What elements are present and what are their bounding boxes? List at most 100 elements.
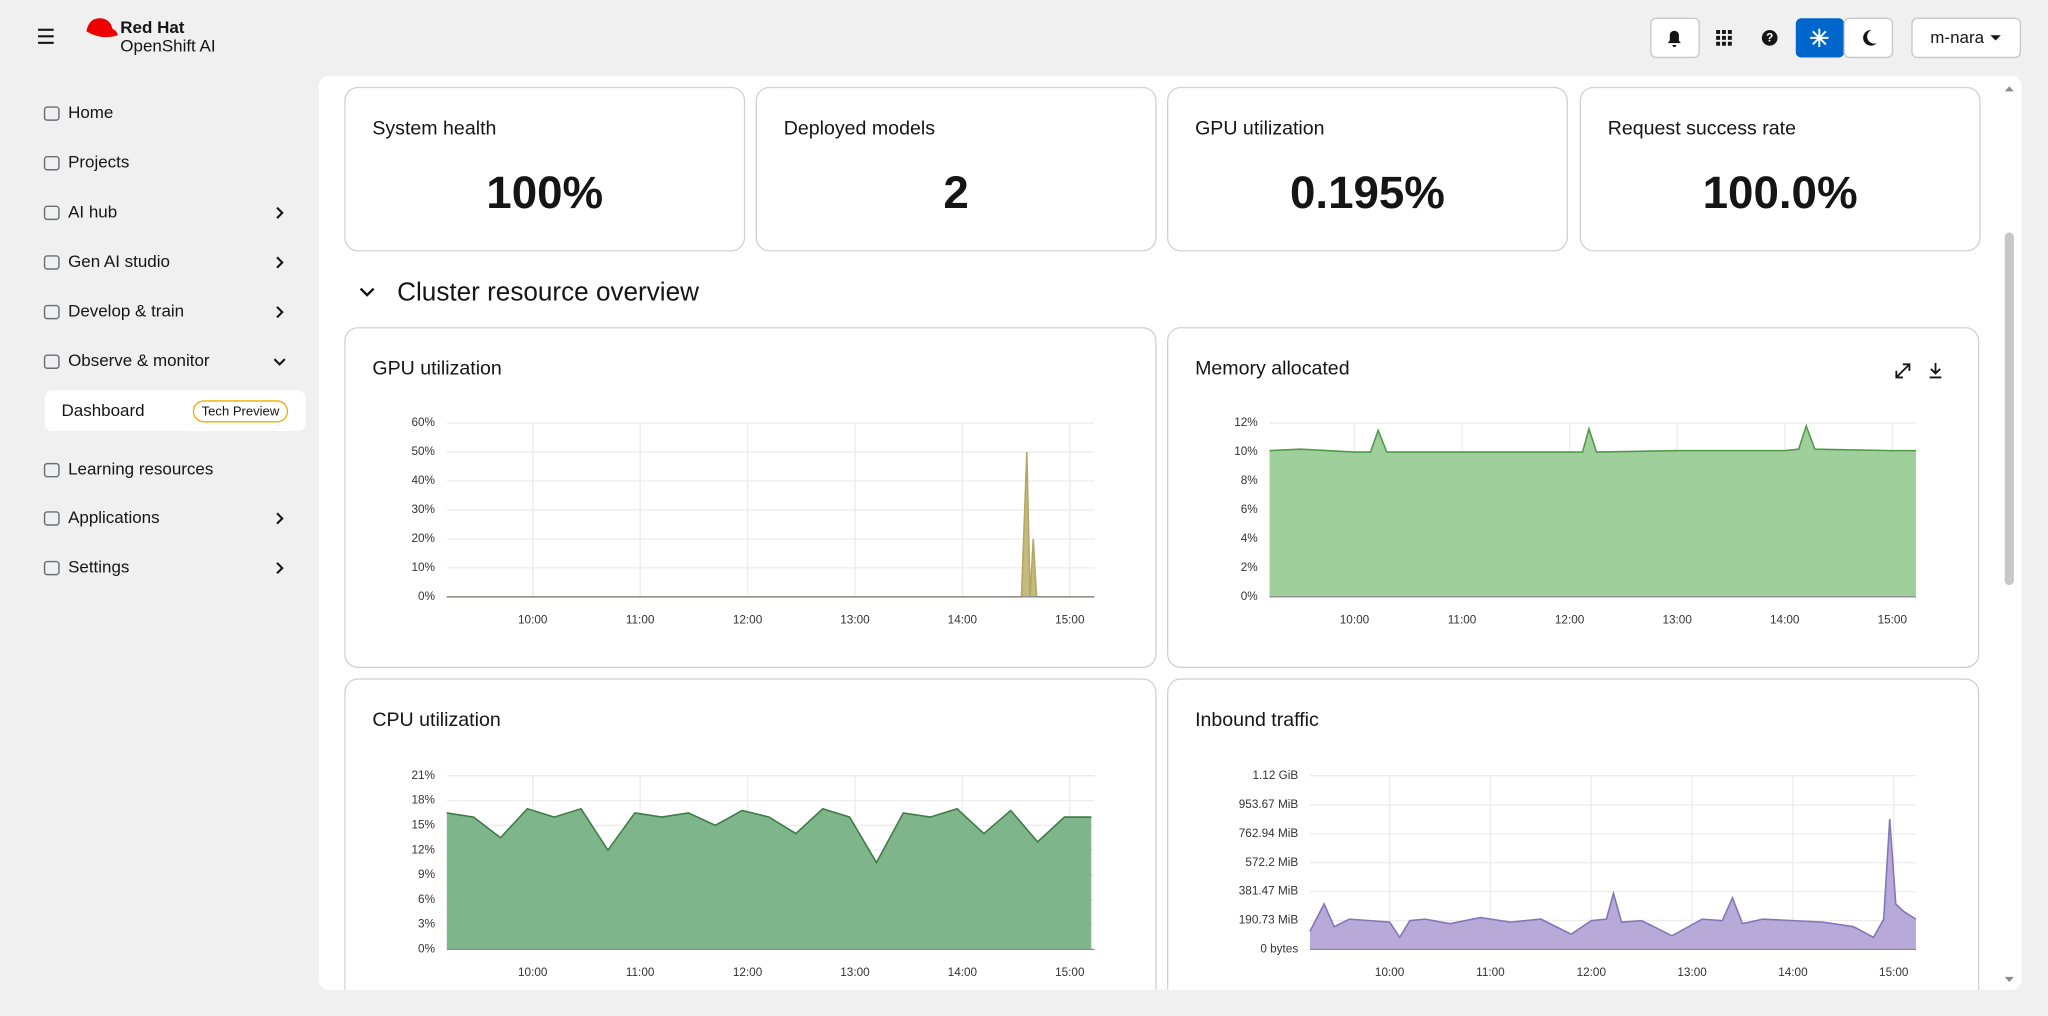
x-tick-label: 10:00 [1375, 966, 1405, 979]
stat-title: System health [372, 117, 496, 139]
scrollbar[interactable] [2004, 232, 2014, 586]
line [1309, 819, 1917, 939]
y-tick-label: 12% [1234, 416, 1258, 429]
y-tick-label: 8% [1241, 474, 1259, 487]
chevron [276, 206, 284, 219]
y-tick-label: 3% [418, 918, 436, 931]
x-tick-label: 13:00 [1662, 613, 1692, 626]
y-tick-label: 18% [412, 794, 436, 807]
x-tick-label: 12:00 [1555, 613, 1585, 626]
nav-sub-item[interactable]: Dashboard [62, 401, 145, 420]
nav-icon [43, 155, 60, 171]
section-title: Cluster resource overview [397, 277, 699, 307]
chart-card: Inbound traffic 0 bytes 190.73 MiB 381.47 M… [1166, 678, 1980, 990]
user-menu[interactable] [1911, 17, 2022, 59]
y-tick-label: 12% [412, 843, 436, 856]
stat-value: 100.0% [1703, 167, 1858, 218]
chart-card: Memory allocated 0% 2% 4% 6% 8% 10% 12% 10:00 11:… [1166, 327, 1980, 668]
stat-title: Deployed models [784, 117, 935, 139]
x-tick-label: 10:00 [518, 613, 548, 626]
x-tick-label: 14:00 [948, 966, 978, 979]
chart-title: Inbound traffic [1195, 709, 1319, 731]
stat-card [755, 86, 1157, 252]
y-tick-label: 4% [1241, 532, 1259, 545]
user-name: m-nara [1930, 28, 1984, 47]
x-tick-label: 10:00 [518, 966, 548, 979]
x-tick-label: 12:00 [733, 613, 763, 626]
nav-icon [43, 255, 60, 270]
nav-icon [43, 462, 60, 478]
y-tick-label: 1.12 GiB [1253, 769, 1299, 782]
y-tick-label: 60% [412, 416, 436, 429]
stat-card [344, 86, 746, 252]
chevron [276, 306, 284, 319]
y-tick-label: 572.2 MiB [1245, 856, 1298, 869]
download-button[interactable] [1929, 363, 1942, 379]
toolbar: ? m-nara [1650, 17, 2022, 59]
nav-item[interactable]: Develop & train [68, 302, 184, 321]
x-tick-label: 11:00 [626, 613, 655, 626]
x-tick-label: 14:00 [948, 613, 978, 626]
expand-button[interactable] [1895, 363, 1911, 379]
chevron [276, 512, 284, 525]
y-tick-label: 21% [412, 769, 436, 782]
x-tick-label: 13:00 [840, 966, 870, 979]
nav-item[interactable]: Learning resources [68, 460, 213, 479]
y-tick-label: 15% [412, 818, 436, 831]
x-tick-label: 12:00 [733, 966, 763, 979]
dark-theme-button[interactable] [1843, 17, 1894, 59]
stat-title: GPU utilization [1195, 117, 1325, 139]
y-tick-label: 10% [412, 561, 436, 574]
chart-title: GPU utilization [372, 358, 502, 380]
x-tick-label: 15:00 [1878, 613, 1908, 626]
y-tick-label: 0% [1241, 590, 1259, 603]
y-tick-label: 9% [418, 868, 436, 881]
apps-button[interactable] [1716, 30, 1732, 46]
area [446, 808, 1092, 950]
y-tick-label: 6% [1241, 503, 1259, 516]
chart-card: CPU utilization 0% 3% 6% 9% 12% 15% 18% 21% 10:00… [344, 678, 1157, 990]
area [1269, 426, 1916, 597]
section-toggle[interactable] [359, 287, 375, 297]
logo[interactable]: Red Hat OpenShift AI [86, 18, 216, 55]
x-tick-label: 13:00 [1677, 966, 1707, 979]
charts: GPU utilization 0% 10% 20% 30% 40% 50% 60% 10:00… [344, 327, 1980, 990]
nav-item[interactable]: AI hub [68, 202, 117, 221]
x-tick-label: 15:00 [1879, 966, 1909, 979]
nav-item[interactable]: Observe & monitor [68, 351, 210, 370]
nav-icon [43, 205, 60, 221]
chart-title: CPU utilization [372, 709, 500, 731]
chevron [273, 358, 286, 366]
x-tick-label: 11:00 [1476, 966, 1505, 979]
x-tick-label: 12:00 [1577, 966, 1607, 979]
nav-item[interactable]: Home [68, 103, 113, 122]
nav-icon [43, 354, 60, 369]
brand: Red Hat [120, 18, 184, 37]
x-tick-label: 11:00 [626, 966, 655, 979]
y-tick-label: 50% [412, 445, 436, 458]
stat-value: 2 [943, 167, 968, 218]
y-tick-label: 20% [412, 532, 436, 545]
chevron [276, 256, 284, 269]
help-button[interactable]: ? [1761, 30, 1778, 46]
nav-item[interactable]: Settings [68, 558, 129, 577]
y-tick-label: 40% [412, 474, 436, 487]
stat-title: Request success rate [1608, 117, 1796, 139]
chart-card: GPU utilization 0% 10% 20% 30% 40% 50% 60% 10:00… [344, 327, 1157, 668]
nav-icon [43, 106, 60, 121]
menu-toggle[interactable] [38, 28, 54, 44]
x-tick-label: 14:00 [1770, 613, 1800, 626]
card [344, 327, 1157, 668]
y-tick-label: 0% [418, 590, 436, 603]
badge [192, 400, 289, 423]
y-tick-label: 381.47 MiB [1239, 885, 1299, 898]
line [1269, 423, 1916, 453]
nav-item[interactable]: Projects [68, 153, 129, 172]
nav-item[interactable]: Gen AI studio [68, 252, 170, 271]
y-tick-label: 6% [418, 893, 436, 906]
nav-item[interactable]: Applications [68, 508, 160, 527]
y-tick-label: 0 bytes [1260, 943, 1298, 956]
x-tick-label: 15:00 [1055, 966, 1085, 979]
product: OpenShift AI [120, 36, 215, 55]
